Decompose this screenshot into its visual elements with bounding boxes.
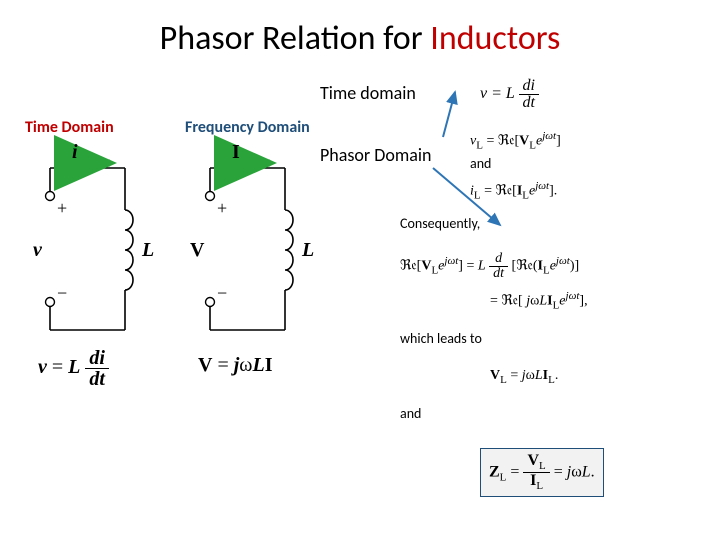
time-domain-circuit: i + v − L bbox=[33, 141, 154, 330]
svg-text:−: − bbox=[57, 283, 67, 303]
and-2: and bbox=[400, 405, 421, 422]
eq-big-line1: ℜ𝔢[VLejωt] = L ddt [ℜ𝔢(ILejωt)] bbox=[400, 252, 579, 281]
eq-V-jwLI-circuit: V = jωLI bbox=[198, 354, 272, 377]
and-1: and bbox=[470, 155, 491, 172]
circuit-diagrams: i + v − L I + V − L bbox=[0, 0, 720, 540]
L-label-fd: L bbox=[301, 239, 314, 261]
eq-VL-jwLIL: VL = jωLIL. bbox=[490, 368, 558, 386]
svg-text:+: + bbox=[57, 198, 67, 218]
i-label: i bbox=[72, 141, 78, 163]
v-label: v bbox=[33, 239, 43, 261]
eq-ZL-boxed: ZL = VLIL = jωL. bbox=[480, 448, 604, 497]
eq-big-line2: = ℜ𝔢[ jωLILejωt], bbox=[490, 290, 588, 311]
L-label-td: L bbox=[141, 239, 154, 261]
eq-iL: iL = ℜ𝔢[ILejωt]. bbox=[470, 180, 557, 201]
which-leads-to: which leads to bbox=[400, 330, 482, 347]
V-label: V bbox=[190, 239, 205, 261]
svg-text:−: − bbox=[217, 283, 227, 303]
consequently: Consequently, bbox=[400, 215, 480, 232]
freq-domain-circuit: I + V − L bbox=[190, 141, 314, 330]
slide: Phasor Relation for Inductors Time domai… bbox=[0, 0, 720, 540]
eq-vL: vL = ℜ𝔢[VLejωt] bbox=[470, 130, 561, 151]
I-label: I bbox=[232, 141, 240, 163]
svg-text:+: + bbox=[217, 198, 227, 218]
eq-v-Ldidt-circuit: v = L didt bbox=[38, 348, 109, 389]
